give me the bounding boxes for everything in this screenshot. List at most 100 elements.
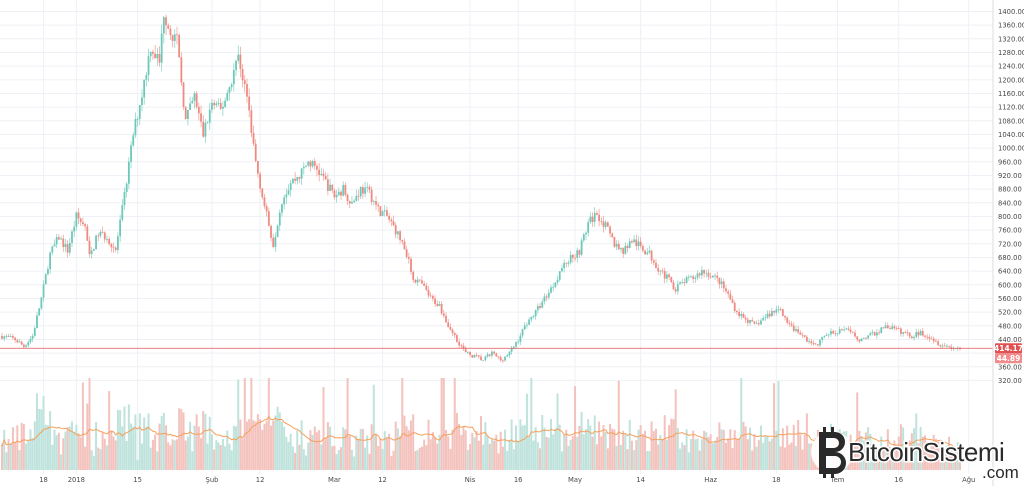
candle-body bbox=[484, 356, 487, 360]
candle-body bbox=[943, 345, 946, 347]
volume-bar bbox=[151, 439, 154, 470]
volume-bar bbox=[108, 391, 111, 470]
candle-body bbox=[880, 327, 883, 334]
candle-body bbox=[388, 215, 391, 220]
price-tick-label: 800.00 bbox=[998, 213, 1022, 221]
candle-body bbox=[830, 331, 832, 335]
candle-body bbox=[202, 121, 205, 137]
candle-body bbox=[403, 241, 406, 250]
volume-bar bbox=[296, 430, 299, 470]
volume-bar bbox=[926, 451, 929, 470]
volume-bar bbox=[878, 454, 881, 470]
volume-bar bbox=[425, 445, 428, 470]
volume-bar bbox=[33, 421, 36, 470]
candle-body bbox=[392, 221, 395, 226]
candle-body bbox=[75, 212, 78, 227]
volume-bar bbox=[939, 440, 942, 470]
volume-bar bbox=[924, 435, 927, 470]
candle-body bbox=[451, 329, 454, 334]
candle-body bbox=[823, 335, 826, 337]
candle-body bbox=[725, 288, 727, 292]
candle-body bbox=[123, 192, 126, 206]
candle-body bbox=[386, 210, 388, 216]
candle-body bbox=[348, 201, 351, 204]
volume-bar bbox=[497, 453, 500, 470]
volume-bar bbox=[617, 380, 620, 470]
volume-bar bbox=[711, 443, 714, 470]
candle-body bbox=[138, 105, 141, 120]
volume-bar bbox=[329, 426, 332, 470]
volume-bar bbox=[270, 425, 273, 470]
volume-bar bbox=[322, 386, 325, 470]
candle-body bbox=[574, 257, 576, 259]
candle-body bbox=[508, 351, 511, 356]
volume-bar bbox=[215, 440, 218, 470]
volume-bar bbox=[20, 422, 23, 470]
candle-body bbox=[267, 211, 270, 226]
volume-bar bbox=[635, 440, 638, 470]
candle-body bbox=[311, 161, 314, 167]
candle-body bbox=[722, 281, 725, 289]
candle-body bbox=[932, 338, 935, 342]
volume-bar bbox=[116, 409, 119, 470]
volume-bar bbox=[337, 450, 340, 470]
candle-body bbox=[117, 236, 119, 251]
volume-bar bbox=[455, 413, 458, 470]
volume-bar bbox=[27, 439, 30, 470]
candle-body bbox=[613, 237, 616, 247]
volume-bar bbox=[88, 378, 91, 470]
time-axis-tick-labels: 18 2018 15 Şub 12 Mar 12 Nis 16 May 14 Haz 18 Tem 16 Ağ… bbox=[39, 476, 975, 484]
candle-body bbox=[799, 332, 802, 335]
candle-body bbox=[779, 309, 782, 310]
candle-body bbox=[160, 33, 163, 63]
volume-bar bbox=[644, 430, 647, 470]
volume-bar bbox=[221, 438, 224, 470]
candle-body bbox=[40, 297, 43, 309]
volume-bar bbox=[510, 419, 513, 470]
volume-bar bbox=[595, 444, 598, 470]
candle-body bbox=[753, 321, 756, 324]
candle-body bbox=[718, 277, 721, 285]
volume-bar bbox=[792, 424, 795, 470]
volume-bar bbox=[613, 429, 616, 470]
candle-body bbox=[125, 183, 128, 193]
volume-bar bbox=[331, 446, 334, 470]
volume-bar bbox=[858, 430, 861, 470]
volume-bar bbox=[348, 435, 351, 470]
candle-body bbox=[283, 197, 286, 205]
candle-body bbox=[158, 54, 161, 63]
candle-body bbox=[429, 295, 432, 297]
volume-bar bbox=[346, 378, 349, 470]
candle-body bbox=[893, 326, 896, 329]
candle-body bbox=[438, 303, 441, 306]
volume-bar bbox=[714, 440, 717, 470]
candle-body bbox=[217, 102, 220, 104]
volume-bar bbox=[175, 439, 178, 470]
volume-bar bbox=[95, 422, 98, 470]
volume-bar bbox=[162, 412, 165, 470]
volume-bar bbox=[862, 440, 865, 470]
candle-body bbox=[248, 96, 251, 111]
volume-bar bbox=[504, 429, 507, 470]
candle-body bbox=[543, 296, 546, 302]
candle-body bbox=[222, 106, 224, 109]
volume-bar bbox=[235, 426, 238, 470]
candle-body bbox=[545, 296, 548, 298]
volume-bar bbox=[466, 449, 469, 470]
volume-bar bbox=[694, 439, 697, 470]
volume-bar bbox=[705, 432, 708, 470]
volume-bar bbox=[696, 438, 699, 470]
volume-value-label: 44.89 bbox=[997, 354, 1021, 363]
candle-body bbox=[635, 239, 638, 247]
candle-body bbox=[458, 341, 461, 346]
candle-body bbox=[149, 51, 152, 57]
candle-body bbox=[497, 356, 500, 358]
price-tick-label: 1160.00 bbox=[998, 90, 1024, 98]
volume-bar bbox=[57, 432, 60, 470]
candle-body bbox=[361, 187, 364, 194]
volume-bar bbox=[368, 453, 371, 470]
candle-body bbox=[31, 335, 34, 339]
volume-bar bbox=[171, 439, 174, 470]
